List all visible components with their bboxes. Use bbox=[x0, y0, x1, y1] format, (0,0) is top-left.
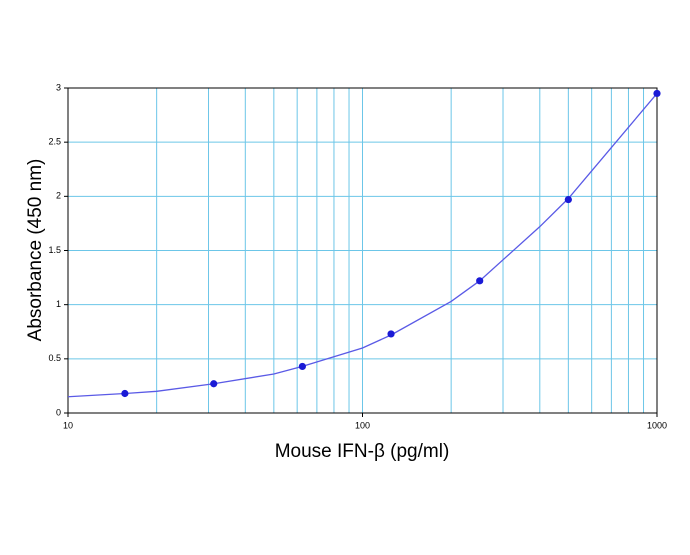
y-tick-label: 3 bbox=[56, 82, 61, 92]
data-point bbox=[210, 380, 218, 388]
x-axis-title: Mouse IFN-β (pg/ml) bbox=[275, 441, 450, 462]
data-point bbox=[564, 195, 572, 204]
data-point bbox=[476, 277, 484, 285]
y-axis-title: Absorbance (450 nm) bbox=[25, 159, 46, 342]
data-point bbox=[387, 330, 395, 338]
x-tick-label: 1000 bbox=[647, 420, 667, 430]
y-tick-label: 0.5 bbox=[48, 353, 61, 363]
x-tick-label: 10 bbox=[63, 420, 73, 430]
data-point bbox=[653, 89, 661, 98]
y-tick-label: 2 bbox=[56, 191, 61, 201]
data-point bbox=[298, 362, 306, 371]
y-tick-label: 1.5 bbox=[48, 245, 61, 255]
data-point bbox=[121, 389, 129, 398]
fit-curve bbox=[67, 93, 658, 398]
x-tick-label: 100 bbox=[355, 420, 370, 430]
y-tick-label: 0 bbox=[56, 407, 61, 417]
y-tick-label: 1 bbox=[56, 299, 61, 309]
y-tick-label: 2.5 bbox=[48, 137, 61, 147]
plot-frame bbox=[67, 87, 658, 414]
